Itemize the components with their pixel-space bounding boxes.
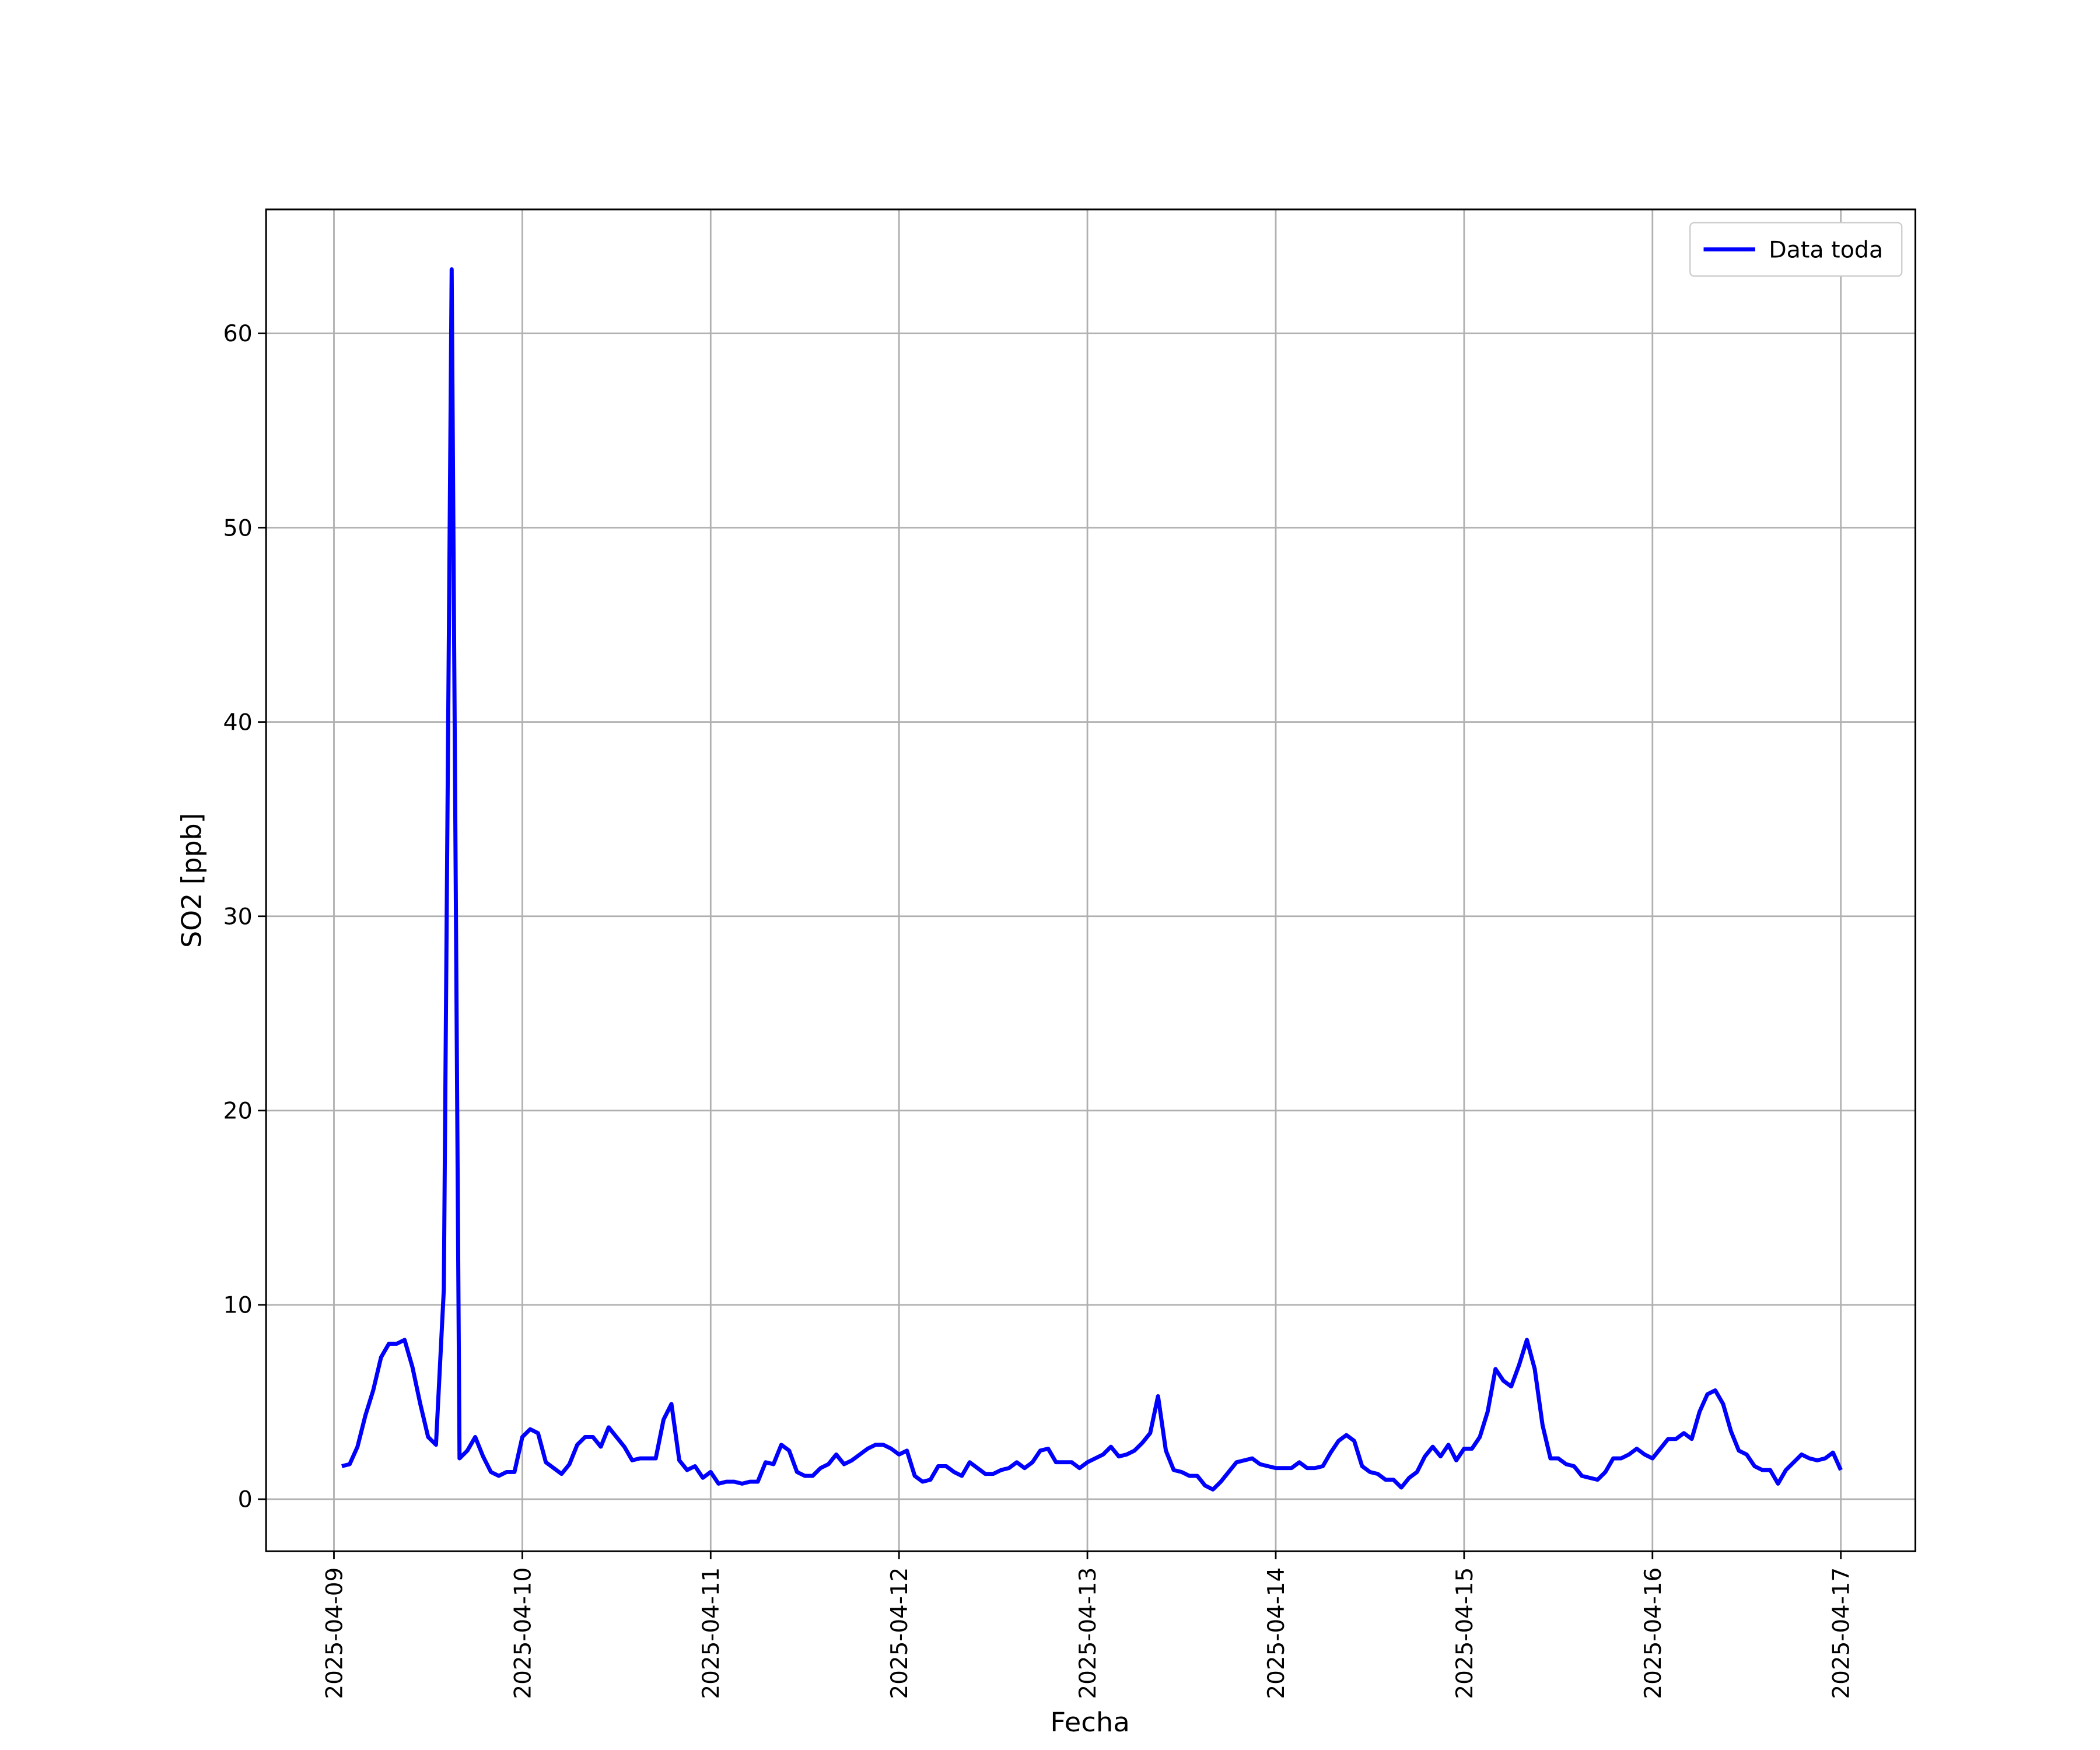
x-tick-label: 2025-04-15 [1452, 1567, 1478, 1699]
x-axis-label: Fecha [1050, 1706, 1129, 1738]
plot-area [341, 267, 1843, 1492]
y-tick-label: 20 [223, 1098, 253, 1125]
ticks: 0 10 20 30 40 50 60 2025-04-09 2025-04-10 2025-04… [223, 321, 1855, 1699]
legend-label: Data toda [1769, 237, 1883, 264]
data-line [341, 267, 1843, 1492]
grid [266, 209, 1916, 1552]
y-tick-label: 10 [223, 1293, 253, 1319]
legend-box [1689, 222, 1903, 277]
x-tick-label: 2025-04-13 [1075, 1567, 1101, 1699]
y-tick-label: 40 [223, 710, 253, 736]
legend: Data toda [1689, 222, 1903, 277]
x-tick-label: 2025-04-17 [1828, 1567, 1854, 1699]
x-tick-label: 2025-04-11 [698, 1567, 724, 1699]
x-tick-label: 2025-04-09 [321, 1567, 348, 1699]
x-tick-label: 2025-04-16 [1640, 1567, 1666, 1699]
x-tick-label: 2025-04-10 [510, 1567, 536, 1699]
axes-frame [265, 208, 1917, 1552]
y-axis-label: SO2 [ppb] [176, 813, 207, 947]
y-tick-label: 50 [223, 516, 253, 542]
y-tick-label: 60 [223, 321, 253, 348]
x-tick-label: 2025-04-14 [1264, 1567, 1290, 1699]
y-tick-label: 30 [223, 904, 253, 930]
y-tick-label: 0 [238, 1487, 253, 1513]
x-tick-label: 2025-04-12 [887, 1567, 913, 1699]
